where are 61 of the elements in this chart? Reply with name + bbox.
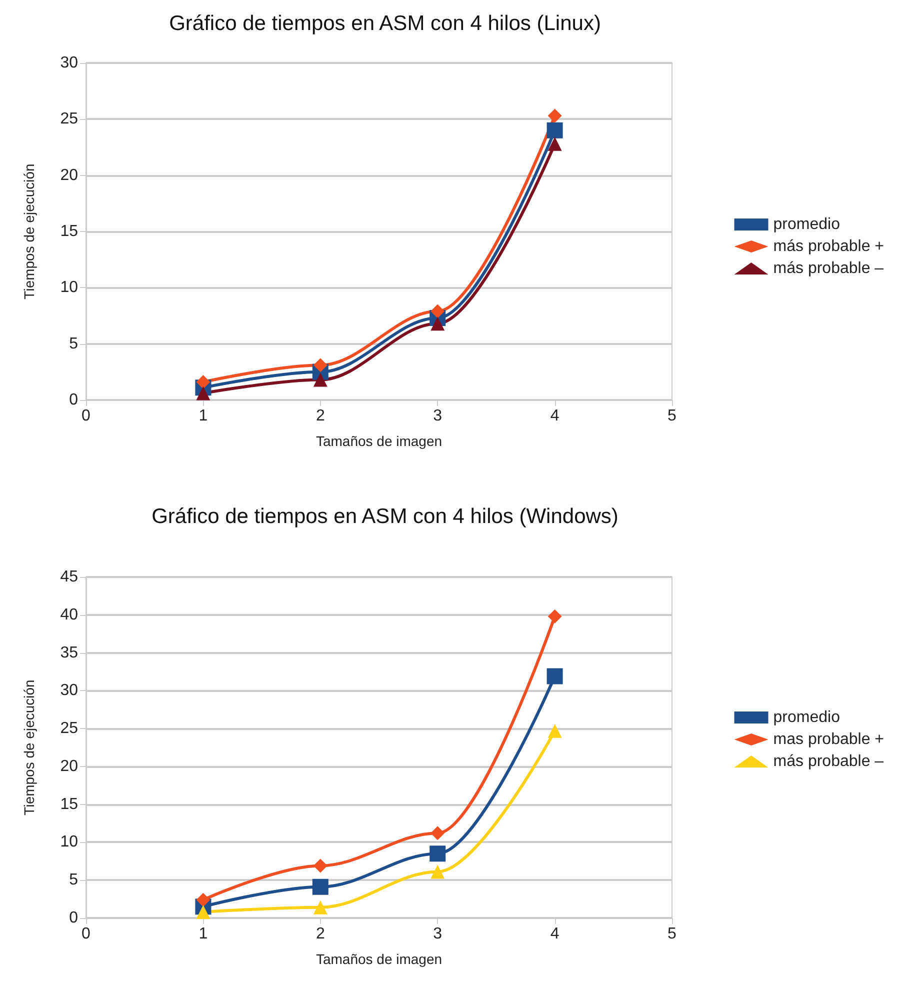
point: [430, 826, 445, 840]
x-tick-label: 0: [82, 408, 91, 424]
x-tick-label: 3: [433, 408, 442, 424]
legend-label: más probable +: [773, 238, 884, 255]
x-axis-title: Tamaños de imagen: [316, 951, 442, 967]
y-tick-label: 25: [60, 720, 78, 738]
point: [430, 846, 446, 862]
x-tick-label: 2: [316, 926, 325, 942]
point: [430, 304, 445, 318]
point: [196, 892, 210, 907]
y-tick-label: 20: [60, 166, 78, 184]
x-tick-label: 1: [198, 926, 208, 942]
x-tick-label: 4: [550, 408, 560, 424]
point: [313, 858, 328, 873]
y-tick-label: 0: [69, 392, 78, 408]
point: [548, 724, 562, 738]
point: [548, 609, 562, 624]
y-axis-title: Tiempos de ejecución: [21, 164, 37, 300]
y-tick-label: 0: [69, 910, 78, 926]
point: [546, 668, 563, 684]
x-axis-title: Tamaños de imagen: [316, 433, 442, 449]
point: [546, 122, 563, 138]
y-tick-label: 45: [60, 568, 78, 586]
y-tick-label: 15: [60, 223, 78, 240]
legend-label: promedio: [773, 709, 840, 726]
x-tick-label: 5: [668, 926, 677, 942]
point: [196, 375, 210, 390]
point: [430, 316, 445, 331]
x-tick-label: 5: [668, 408, 677, 424]
x-tick-label: 0: [82, 926, 91, 942]
point: [196, 386, 210, 400]
chart-title: Gráfico de tiempos en ASM con 4 hilos (Linux): [169, 12, 601, 35]
y-tick-label: 15: [60, 796, 78, 813]
point: [548, 136, 562, 151]
x-tick-label: 2: [316, 408, 325, 424]
y-tick-label: 5: [69, 872, 78, 889]
y-tick-label: 35: [60, 644, 78, 662]
point: [312, 878, 328, 895]
y-tick-label: 20: [60, 758, 78, 775]
x-tick-label: 3: [433, 926, 442, 942]
y-axis-title: Tiempos de ejecución: [21, 680, 37, 816]
point: [548, 108, 562, 123]
chart-title: Gráfico de tiempos en ASM con 4 hilos (Windows): [152, 505, 618, 528]
legend-label: más probable –: [773, 753, 884, 770]
y-tick-label: 5: [69, 335, 78, 352]
point: [313, 358, 328, 372]
x-tick-label: 1: [198, 408, 208, 424]
y-tick-label: 30: [60, 54, 78, 72]
point: [196, 904, 210, 919]
x-tick-label: 4: [550, 926, 560, 942]
point: [430, 864, 445, 879]
y-tick-label: 30: [60, 682, 78, 700]
legend-label: más probable –: [773, 260, 884, 277]
y-tick-label: 40: [60, 606, 78, 624]
y-tick-label: 10: [60, 834, 78, 851]
point: [313, 372, 328, 387]
legend-label: promedio: [773, 216, 840, 233]
y-tick-label: 10: [60, 279, 78, 296]
y-tick-label: 25: [60, 110, 78, 128]
legend-label: mas probable +: [773, 731, 884, 748]
point: [313, 900, 328, 914]
